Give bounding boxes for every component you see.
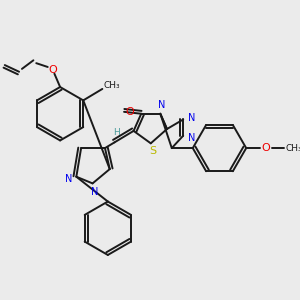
Text: O: O <box>262 143 271 153</box>
Text: N: N <box>188 112 196 123</box>
Text: O: O <box>125 107 134 117</box>
Text: CH₃: CH₃ <box>103 81 120 90</box>
Text: H: H <box>113 128 120 137</box>
Text: N: N <box>158 100 165 110</box>
Text: S: S <box>149 146 156 156</box>
Text: CH₃: CH₃ <box>286 144 300 153</box>
Text: N: N <box>188 133 196 142</box>
Text: O: O <box>48 65 57 75</box>
Text: N: N <box>91 187 98 197</box>
Text: N: N <box>65 174 72 184</box>
